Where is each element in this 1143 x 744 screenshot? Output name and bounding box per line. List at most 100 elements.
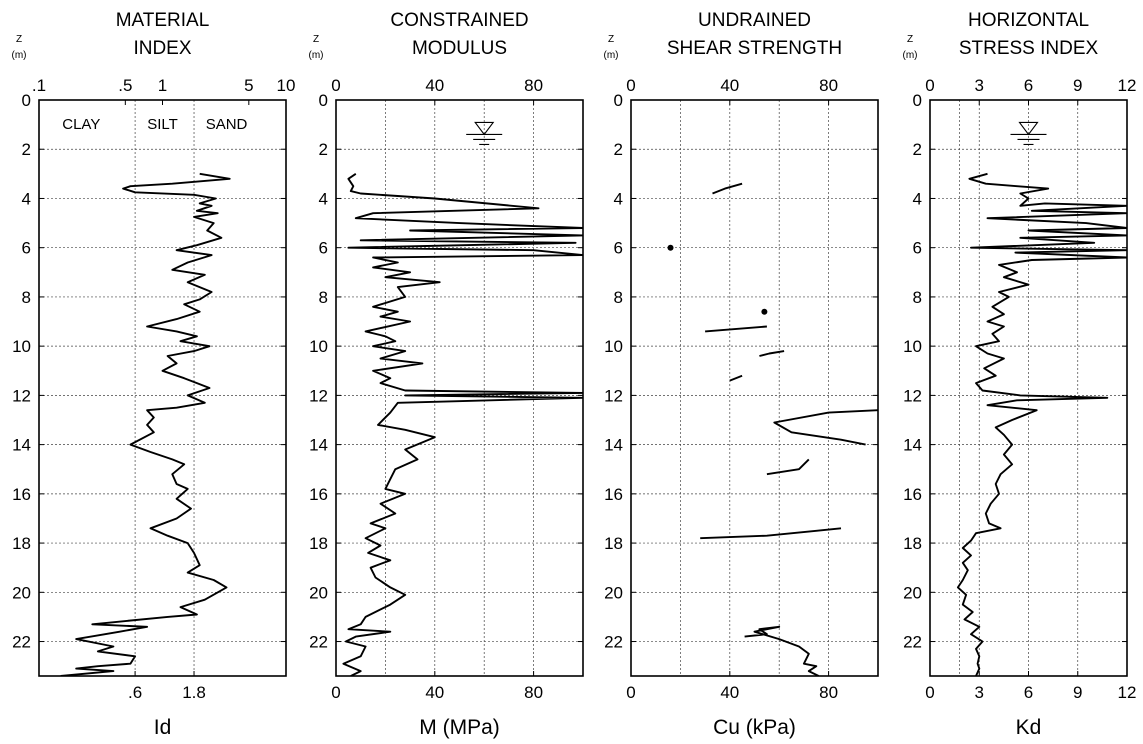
x-axis-label: Cu (kPa) (713, 716, 796, 739)
y-tick-label: 4 (22, 189, 31, 208)
y-tick-label: 14 (604, 436, 623, 455)
data-point (667, 244, 674, 251)
x-tick-label-bottom: 40 (720, 683, 739, 702)
data-series-segment (773, 409, 878, 446)
data-series-line (60, 172, 231, 676)
water-table-icon (474, 121, 495, 136)
x-tick-label-bottom: 3 (975, 683, 984, 702)
chart-panel-4: HORIZONTAL STRESS INDEX Z (m) 0 2 4 6 8 10 12 14 16 1… (903, 10, 1137, 739)
y-tick-label: 6 (22, 239, 31, 258)
depth-label-unit: (m) (903, 50, 918, 61)
x-tick-label-top: 0 (626, 76, 635, 95)
y-tick-label: 12 (903, 386, 922, 405)
x-tick-label-top: 9 (1073, 76, 1082, 95)
y-tick-label: 0 (913, 91, 922, 110)
x-axis-label: M (MPa) (419, 716, 500, 739)
y-tick-label: 0 (22, 91, 31, 110)
y-tick-label: 20 (309, 583, 328, 602)
data-series-segment (705, 325, 767, 333)
y-tick-label: 20 (604, 583, 623, 602)
x-tick-label-top: 12 (1118, 76, 1137, 95)
y-tick-label: 6 (614, 239, 623, 258)
plot-frame (38, 99, 287, 677)
x-tick-label-bottom: 12 (1118, 683, 1137, 702)
x-tick-label-bottom: 0 (331, 683, 340, 702)
y-tick-label: 18 (12, 534, 31, 553)
y-tick-label: 12 (604, 386, 623, 405)
x-tick-label-top: 6 (1024, 76, 1033, 95)
data-series-segment (759, 350, 785, 357)
chart-title-line2: MODULUS (412, 38, 507, 59)
y-tick-label: 16 (309, 485, 328, 504)
y-tick-label: 22 (309, 633, 328, 652)
y-tick-label: 12 (12, 386, 31, 405)
depth-label-z: Z (907, 34, 913, 45)
y-tick-label: 6 (913, 239, 922, 258)
soil-band-label: SILT (147, 116, 178, 133)
y-tick-label: 10 (604, 337, 623, 356)
y-tick-label: 16 (12, 485, 31, 504)
data-series-segment (729, 374, 743, 382)
y-tick-label: 22 (12, 633, 31, 652)
y-tick-label: 18 (903, 534, 922, 553)
chart-title-line2: INDEX (133, 38, 191, 59)
chart-title-line2: SHEAR STRENGTH (667, 38, 842, 59)
chart-title-line1: MATERIAL (116, 10, 210, 31)
depth-label-z: Z (608, 34, 614, 45)
depth-label-unit: (m) (309, 50, 324, 61)
chart-title-line2: STRESS INDEX (959, 38, 1099, 59)
x-tick-label-bottom: 0 (925, 683, 934, 702)
soil-band-label: SAND (206, 116, 248, 133)
x-tick-label-bottom: 6 (1024, 683, 1033, 702)
x-tick-label-bottom: .6 (128, 683, 142, 702)
y-tick-label: 4 (614, 189, 623, 208)
y-tick-label: 14 (309, 436, 328, 455)
y-tick-label: 16 (903, 485, 922, 504)
x-tick-label-top: .1 (32, 76, 46, 95)
chart-panel-2: CONSTRAINED MODULUS Z (m) 0 2 4 6 8 10 12 14 16 18 20 2… (309, 10, 584, 739)
y-tick-label: 10 (12, 337, 31, 356)
x-axis-label: Id (154, 716, 172, 739)
x-tick-label-top: 40 (720, 76, 739, 95)
y-tick-label: 8 (22, 288, 31, 307)
y-tick-label: 12 (309, 386, 328, 405)
x-tick-label-top: 0 (925, 76, 934, 95)
plot-frame (630, 99, 879, 677)
y-tick-label: 0 (319, 91, 328, 110)
y-tick-label: 8 (319, 288, 328, 307)
x-tick-label-top: 0 (331, 76, 340, 95)
y-tick-label: 14 (12, 436, 31, 455)
y-tick-label: 22 (604, 633, 623, 652)
y-tick-label: 2 (913, 140, 922, 159)
depth-label-z: Z (16, 34, 22, 45)
data-series-segment (744, 625, 820, 676)
plot-frame (335, 99, 584, 677)
y-tick-label: 4 (319, 189, 328, 208)
y-tick-label: 8 (913, 288, 922, 307)
y-tick-label: 2 (22, 140, 31, 159)
x-tick-label-top: 5 (244, 76, 253, 95)
depth-label-z: Z (313, 34, 319, 45)
y-tick-label: 10 (903, 337, 922, 356)
x-tick-label-bottom: 0 (626, 683, 635, 702)
x-tick-label-top: 1 (158, 76, 167, 95)
water-table-icon (1018, 121, 1039, 136)
depth-label-unit: (m) (604, 50, 619, 61)
x-tick-label-bottom: 1.8 (182, 683, 206, 702)
y-tick-label: 6 (319, 239, 328, 258)
y-tick-label: 14 (903, 436, 922, 455)
chart-title-line1: CONSTRAINED (390, 10, 528, 31)
x-tick-label-bottom: 9 (1073, 683, 1082, 702)
x-tick-label-top: 10 (277, 76, 296, 95)
x-tick-label-top: 40 (425, 76, 444, 95)
x-tick-label-bottom: 80 (819, 683, 838, 702)
data-series-line (342, 173, 583, 676)
y-tick-label: 4 (913, 189, 922, 208)
x-tick-label-bottom: 40 (425, 683, 444, 702)
x-tick-label-top: 3 (975, 76, 984, 95)
chart-panel-1: MATERIAL INDEX Z (m) 0 2 4 6 8 10 12 14 16 18 20 22 .1 .5… (12, 10, 296, 739)
y-tick-label: 18 (309, 534, 328, 553)
x-axis-label: Kd (1016, 716, 1042, 739)
x-tick-label-bottom: 80 (524, 683, 543, 702)
